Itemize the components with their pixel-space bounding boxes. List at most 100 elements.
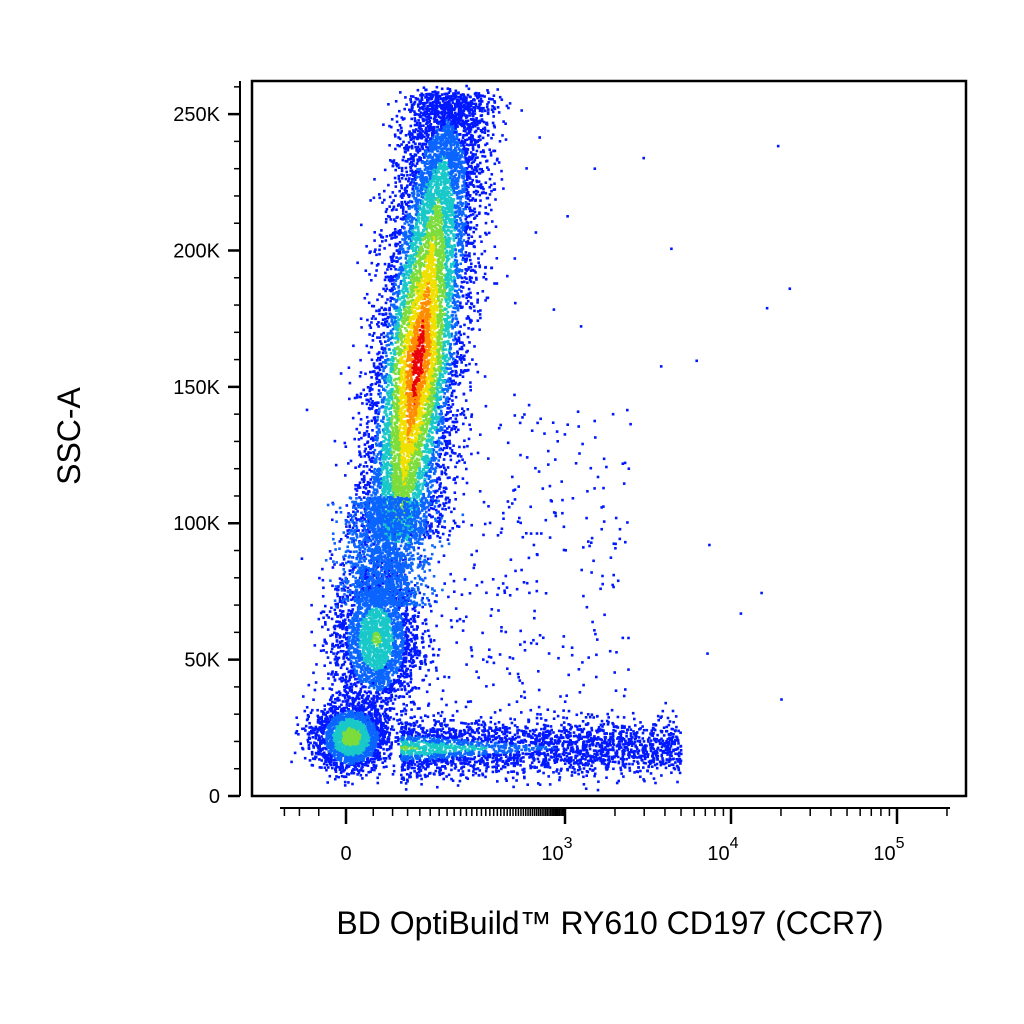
data-point bbox=[418, 448, 422, 451]
data-point bbox=[410, 358, 413, 361]
data-point bbox=[384, 361, 388, 364]
data-point bbox=[396, 444, 400, 448]
data-point bbox=[453, 181, 457, 185]
data-point bbox=[448, 278, 451, 281]
data-point bbox=[410, 457, 414, 460]
data-point bbox=[360, 436, 363, 440]
data-point bbox=[429, 470, 433, 473]
data-point bbox=[344, 445, 348, 448]
data-point bbox=[374, 317, 377, 321]
data-point bbox=[401, 218, 405, 221]
data-point bbox=[435, 392, 439, 395]
data-point bbox=[391, 457, 395, 460]
data-point bbox=[433, 315, 437, 319]
data-point bbox=[468, 275, 472, 279]
data-point bbox=[410, 229, 414, 232]
data-point bbox=[360, 478, 364, 481]
data-point bbox=[404, 147, 407, 151]
data-point bbox=[398, 144, 401, 148]
data-point bbox=[432, 494, 435, 498]
data-point bbox=[372, 453, 376, 456]
data-point bbox=[421, 426, 425, 429]
data-point bbox=[383, 168, 387, 172]
data-point bbox=[440, 125, 443, 128]
data-point bbox=[451, 527, 454, 530]
data-point bbox=[420, 92, 423, 96]
data-point bbox=[412, 192, 416, 195]
data-point bbox=[454, 465, 457, 469]
data-point bbox=[460, 214, 464, 217]
data-point bbox=[477, 180, 481, 183]
data-point bbox=[404, 518, 408, 522]
data-point bbox=[407, 217, 410, 220]
data-point bbox=[396, 340, 400, 343]
data-point bbox=[475, 149, 479, 153]
data-point bbox=[401, 395, 404, 398]
data-point bbox=[425, 110, 428, 113]
data-point bbox=[459, 119, 463, 122]
data-point bbox=[420, 307, 424, 310]
data-point bbox=[446, 304, 449, 307]
data-point bbox=[378, 431, 381, 434]
data-point bbox=[459, 301, 462, 305]
data-point bbox=[457, 99, 461, 102]
data-point bbox=[357, 465, 361, 468]
data-point bbox=[465, 293, 468, 297]
data-point bbox=[399, 279, 403, 283]
data-point bbox=[420, 435, 423, 438]
data-point bbox=[415, 224, 418, 228]
data-point bbox=[364, 461, 368, 464]
data-point bbox=[433, 499, 436, 503]
data-point bbox=[389, 456, 392, 459]
data-point bbox=[476, 156, 479, 159]
data-point bbox=[383, 424, 387, 427]
data-point bbox=[399, 256, 403, 260]
data-point bbox=[385, 450, 389, 453]
data-point bbox=[378, 196, 382, 200]
data-point bbox=[369, 447, 372, 451]
data-point bbox=[422, 533, 426, 536]
data-point bbox=[448, 442, 452, 445]
data-point bbox=[427, 382, 431, 386]
data-point bbox=[452, 298, 456, 301]
data-point bbox=[435, 85, 439, 89]
data-point bbox=[464, 188, 467, 191]
data-point bbox=[439, 281, 442, 285]
data-point bbox=[459, 354, 463, 357]
data-point bbox=[443, 359, 447, 362]
data-point bbox=[369, 370, 372, 374]
data-point bbox=[416, 214, 419, 217]
data-point bbox=[431, 340, 435, 343]
data-point bbox=[482, 150, 486, 154]
data-point bbox=[382, 387, 385, 391]
data-point bbox=[388, 306, 391, 310]
data-point bbox=[426, 104, 429, 108]
data-point bbox=[424, 345, 427, 349]
data-point bbox=[335, 510, 338, 514]
data-point bbox=[410, 239, 413, 243]
data-point bbox=[388, 380, 392, 384]
data-point bbox=[384, 239, 388, 242]
data-point bbox=[457, 225, 461, 228]
data-point bbox=[411, 358, 415, 361]
data-point bbox=[385, 475, 389, 478]
data-point bbox=[427, 388, 431, 392]
data-point bbox=[406, 454, 409, 458]
data-point bbox=[372, 491, 375, 494]
data-point bbox=[392, 379, 396, 382]
data-point bbox=[415, 446, 419, 450]
data-point bbox=[404, 134, 408, 137]
data-point bbox=[479, 199, 482, 202]
data-point bbox=[431, 253, 434, 257]
data-point bbox=[395, 407, 398, 411]
data-point bbox=[439, 343, 442, 346]
data-point bbox=[445, 367, 449, 370]
data-point bbox=[410, 295, 413, 299]
data-point bbox=[371, 456, 375, 460]
data-point bbox=[420, 475, 423, 479]
data-point bbox=[425, 530, 429, 533]
data-point bbox=[456, 201, 460, 205]
data-point bbox=[427, 513, 431, 516]
data-point bbox=[460, 290, 463, 293]
data-point bbox=[427, 244, 431, 247]
